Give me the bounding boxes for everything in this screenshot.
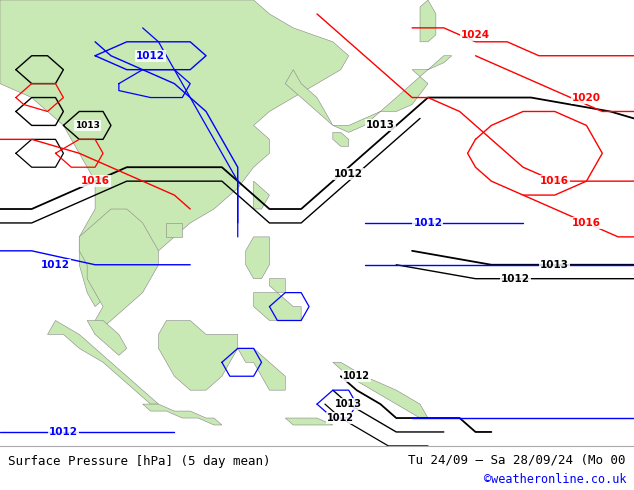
Polygon shape: [254, 293, 301, 320]
Text: 1012: 1012: [413, 218, 443, 228]
Polygon shape: [333, 132, 349, 147]
Text: ©weatheronline.co.uk: ©weatheronline.co.uk: [484, 473, 626, 487]
Polygon shape: [285, 70, 333, 125]
Polygon shape: [87, 320, 127, 355]
Polygon shape: [238, 348, 285, 390]
Polygon shape: [285, 418, 333, 425]
Text: 1016: 1016: [572, 218, 601, 228]
Polygon shape: [333, 76, 428, 132]
Text: 1013: 1013: [366, 121, 395, 130]
Text: 1013: 1013: [540, 260, 569, 270]
Polygon shape: [420, 0, 436, 42]
Polygon shape: [79, 209, 158, 334]
Polygon shape: [412, 56, 451, 76]
Polygon shape: [254, 181, 269, 209]
Text: Tu 24/09 – Sa 28/09/24 (Mo 00: Tu 24/09 – Sa 28/09/24 (Mo 00: [408, 453, 626, 466]
Text: Surface Pressure [hPa] (5 day mean): Surface Pressure [hPa] (5 day mean): [8, 455, 271, 468]
Text: 1012: 1012: [49, 427, 78, 437]
Text: 1012: 1012: [41, 260, 70, 270]
Text: 1012: 1012: [327, 413, 354, 423]
Text: 1016: 1016: [540, 176, 569, 186]
Polygon shape: [166, 223, 183, 237]
Polygon shape: [333, 362, 428, 418]
Text: 1012: 1012: [501, 274, 529, 284]
Text: 1012: 1012: [343, 371, 370, 381]
Polygon shape: [0, 0, 349, 307]
Text: 1012: 1012: [334, 169, 363, 179]
Polygon shape: [245, 237, 269, 279]
Text: 1013: 1013: [75, 121, 100, 130]
Text: 1016: 1016: [81, 176, 110, 186]
Polygon shape: [269, 279, 285, 293]
Text: 1020: 1020: [572, 93, 601, 102]
Text: 1012: 1012: [136, 51, 165, 61]
Polygon shape: [143, 404, 222, 425]
Text: 1024: 1024: [461, 30, 490, 40]
Polygon shape: [158, 320, 238, 390]
Polygon shape: [48, 320, 158, 404]
Text: 1013: 1013: [335, 399, 362, 409]
